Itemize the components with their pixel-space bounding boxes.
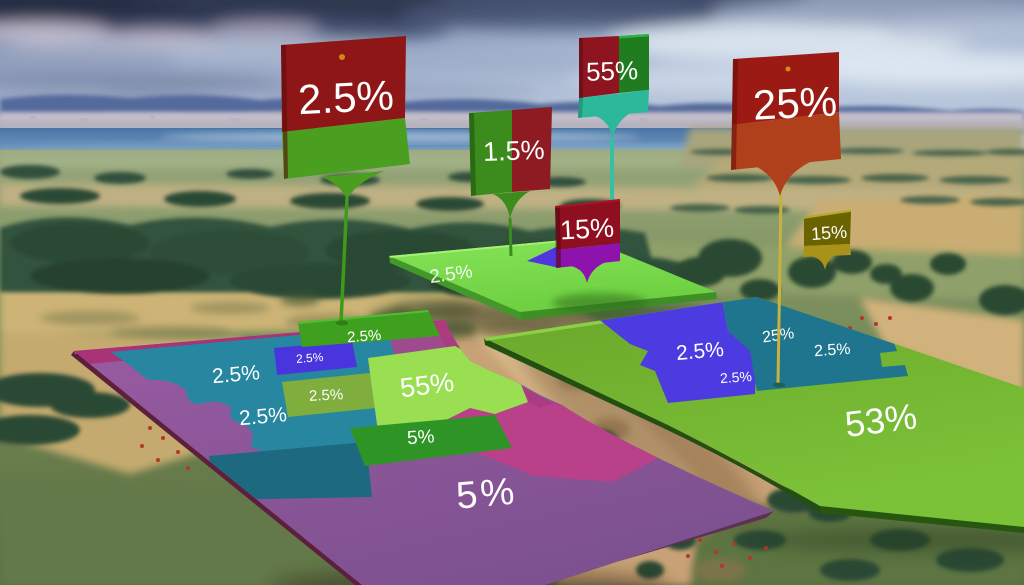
svg-text:55%: 55% — [398, 367, 455, 403]
svg-text:15%: 15% — [810, 222, 847, 244]
svg-text:5%: 5% — [454, 471, 515, 518]
svg-text:5%: 5% — [406, 426, 435, 449]
svg-text:2.5%: 2.5% — [347, 327, 382, 346]
svg-text:2.5%: 2.5% — [814, 341, 852, 361]
svg-text:2.5%: 2.5% — [238, 403, 288, 430]
svg-text:15%: 15% — [559, 213, 615, 246]
svg-text:2.5%: 2.5% — [309, 386, 344, 405]
svg-text:1.5%: 1.5% — [483, 135, 546, 167]
svg-text:25%: 25% — [752, 77, 838, 128]
svg-text:2.5%: 2.5% — [296, 350, 325, 366]
svg-text:55%: 55% — [585, 55, 638, 87]
svg-text:2.5%: 2.5% — [211, 361, 261, 388]
svg-text:53%: 53% — [843, 395, 920, 444]
svg-text:2.5%: 2.5% — [297, 71, 395, 123]
svg-text:2.5%: 2.5% — [675, 338, 725, 365]
svg-text:2.5%: 2.5% — [719, 368, 752, 386]
